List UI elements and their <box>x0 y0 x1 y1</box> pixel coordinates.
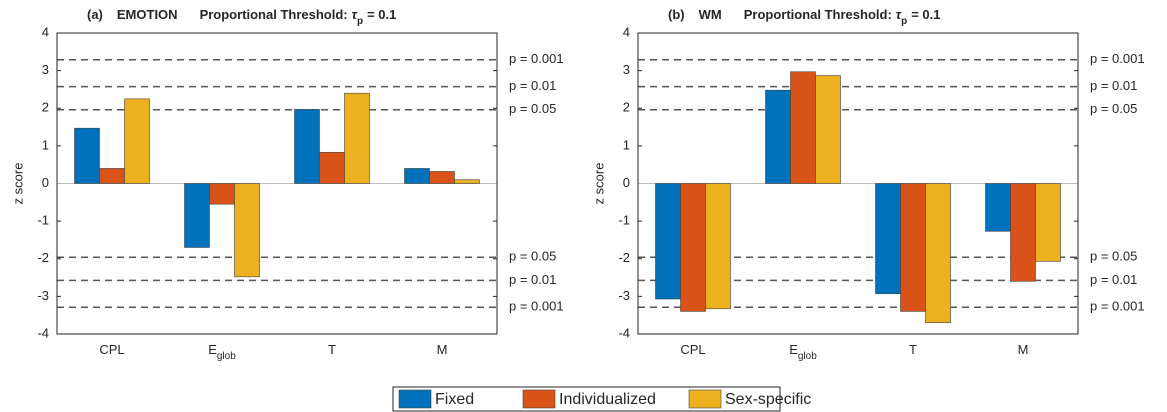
y-tick-label: 2 <box>623 100 630 115</box>
y-tick-label: -4 <box>37 325 49 340</box>
y-tick-label: 1 <box>623 137 630 152</box>
y-tick-label: -2 <box>618 250 630 265</box>
y-tick-label: -1 <box>618 213 630 228</box>
y-tick-label: 4 <box>42 24 49 39</box>
y-tick-label: 0 <box>623 175 630 190</box>
y-tick-label: -3 <box>37 288 49 303</box>
x-tick-label: CPL <box>680 342 705 357</box>
legend-swatch <box>688 389 722 409</box>
y-tick-label: -3 <box>618 288 630 303</box>
title-part: (b) <box>668 7 685 22</box>
bar <box>900 183 926 312</box>
title-part: τ <box>352 7 358 22</box>
bar <box>234 183 260 278</box>
bar <box>985 183 1011 232</box>
axes-box <box>637 32 1079 335</box>
legend-label: Fixed <box>435 391 474 408</box>
title-part: EMOTION <box>117 7 178 22</box>
chart-title: (b) WM Proportional Threshold: τp = 0.1 <box>668 7 941 26</box>
category-subscript: glob <box>217 351 236 362</box>
title-part: τ <box>896 7 902 22</box>
category-subscript: glob <box>798 351 817 362</box>
title-part: Proportional Threshold: <box>744 7 892 22</box>
y-axis-label: z score <box>10 163 25 205</box>
legend-label: Individualized <box>559 391 656 408</box>
bar <box>124 98 150 184</box>
legend-swatch <box>522 389 556 409</box>
x-tick-label: T <box>909 342 917 357</box>
bar <box>680 183 706 312</box>
category: M <box>437 342 448 357</box>
reference-label: p = 0.01 <box>1090 78 1137 93</box>
reference-label: p = 0.01 <box>509 78 556 93</box>
bar <box>815 75 841 184</box>
title-part: = 0.1 <box>911 7 940 22</box>
y-tick-label: -2 <box>37 250 49 265</box>
category: CPL <box>680 342 705 357</box>
y-tick-label: 0 <box>42 175 49 190</box>
bar <box>429 171 455 184</box>
axes-box <box>56 32 498 335</box>
reference-label: p = 0.05 <box>1090 101 1137 116</box>
bar <box>1035 183 1061 262</box>
reference-label: p = 0.01 <box>1090 272 1137 287</box>
title-part: Proportional Threshold: <box>200 7 348 22</box>
y-tick-label: -1 <box>37 213 49 228</box>
y-tick-label: 4 <box>623 24 630 39</box>
bar <box>1010 183 1036 282</box>
legend-label: Sex-specific <box>725 391 811 408</box>
y-tick-label: 2 <box>42 100 49 115</box>
category: E <box>789 342 798 357</box>
bar <box>344 92 370 184</box>
y-tick-label: 1 <box>42 137 49 152</box>
reference-label: p = 0.001 <box>1090 51 1145 66</box>
title-part: p <box>901 16 907 27</box>
bar <box>705 183 731 310</box>
title-part: WM <box>699 7 722 22</box>
reference-label: p = 0.05 <box>509 101 556 116</box>
y-axis-label: z score <box>591 163 606 205</box>
reference-label: p = 0.05 <box>1090 249 1137 264</box>
legend-swatch <box>398 389 432 409</box>
x-tick-label: CPL <box>99 342 124 357</box>
x-tick-label: Eglob <box>789 342 817 361</box>
x-tick-label: T <box>328 342 336 357</box>
category: T <box>909 342 917 357</box>
x-tick-label: M <box>1018 342 1029 357</box>
category: CPL <box>99 342 124 357</box>
title-part: (a) <box>87 7 103 22</box>
reference-label: p = 0.05 <box>509 249 556 264</box>
bar <box>790 71 816 184</box>
y-tick-label: -4 <box>618 325 630 340</box>
bar <box>74 127 100 184</box>
title-part: p <box>357 16 363 27</box>
bar <box>875 183 901 295</box>
reference-label: p = 0.001 <box>509 299 564 314</box>
reference-label: p = 0.001 <box>1090 299 1145 314</box>
bar <box>404 168 430 184</box>
bar <box>925 183 951 324</box>
bar <box>319 151 345 184</box>
x-tick-label: M <box>437 342 448 357</box>
bar <box>209 183 235 205</box>
bar <box>765 89 791 184</box>
bar <box>99 168 125 184</box>
x-tick-label: Eglob <box>208 342 236 361</box>
category: E <box>208 342 217 357</box>
bar <box>294 109 320 184</box>
category: M <box>1018 342 1029 357</box>
chart-title: (a) EMOTION Proportional Threshold: τp = 0.1 <box>87 7 396 26</box>
bar <box>655 183 681 300</box>
reference-label: p = 0.001 <box>509 51 564 66</box>
reference-label: p = 0.01 <box>509 272 556 287</box>
bar <box>184 183 210 248</box>
bar <box>454 179 480 184</box>
title-part: = 0.1 <box>367 7 396 22</box>
y-tick-label: 3 <box>42 62 49 77</box>
category: T <box>328 342 336 357</box>
y-tick-label: 3 <box>623 62 630 77</box>
